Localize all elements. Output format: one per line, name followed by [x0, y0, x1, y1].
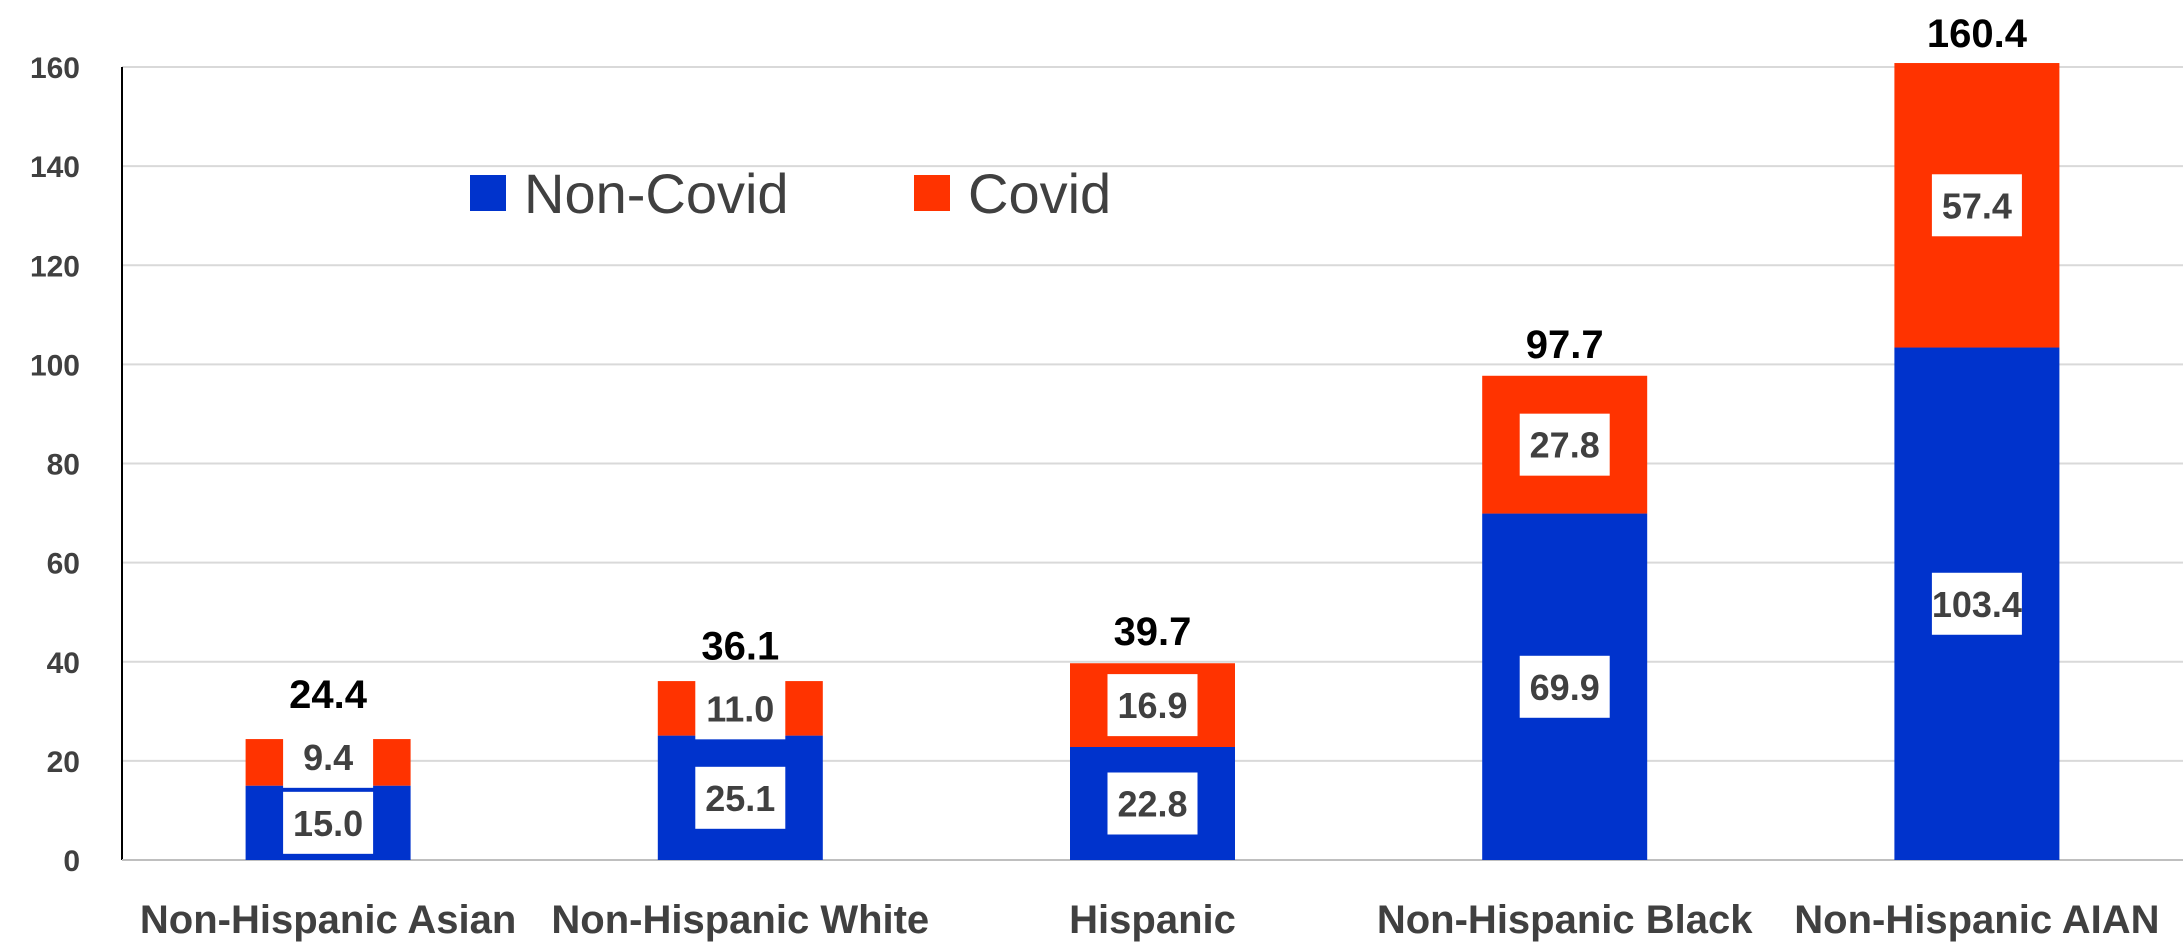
data-labels: 15.0 9.4 24.4 25.1 11.0 36.1 22.8 16.9 39.7 69.9 2…	[283, 12, 2028, 854]
y-tick-label: 40	[47, 647, 80, 680]
category-label: Non-Hispanic Asian	[140, 898, 516, 942]
category-label: Non-Hispanic AIAN	[1794, 898, 2159, 942]
bars	[245, 63, 2060, 860]
total-value-label: 97.7	[1526, 323, 1604, 367]
segment-value-label: 25.1	[705, 778, 775, 819]
category-label: Non-Hispanic White	[551, 898, 929, 942]
total-value-label: 24.4	[289, 673, 368, 717]
segment-value-label: 69.9	[1530, 667, 1600, 708]
legend-swatch	[914, 175, 950, 211]
y-tick-label: 120	[30, 250, 80, 283]
y-tick-label: 60	[47, 548, 80, 581]
segment-value-label: 22.8	[1117, 783, 1187, 824]
segment-value-label: 57.4	[1942, 185, 2012, 226]
y-tick-label: 80	[47, 449, 80, 482]
segment-value-label: 15.0	[293, 803, 363, 844]
legend-swatch	[470, 175, 506, 211]
data-label-box	[283, 791, 374, 854]
total-value-label: 36.1	[701, 624, 779, 668]
category-label: Hispanic	[1069, 898, 1236, 942]
category-label: Non-Hispanic Black	[1377, 898, 1753, 942]
legend: Non-Covid Covid	[470, 162, 1111, 225]
segment-value-label: 11.0	[706, 688, 774, 729]
data-label-box	[1107, 772, 1198, 835]
total-value-label: 160.4	[1927, 12, 2028, 56]
data-label-box	[1519, 655, 1610, 718]
data-label-box	[1107, 674, 1198, 737]
y-tick-label: 160	[30, 52, 80, 85]
y-tick-label: 20	[47, 746, 80, 779]
axes: 0 20 40 60 80 100 120 140 160 Non-Hispanic Asian N…	[30, 52, 2183, 942]
data-label-box	[695, 677, 786, 740]
segment-value-label: 9.4	[303, 737, 353, 778]
gridlines	[122, 66, 2183, 762]
segment-value-label: 103.4	[1932, 584, 2022, 625]
y-tick-label: 140	[30, 151, 80, 184]
y-tick-label: 100	[30, 349, 80, 382]
data-label-box	[1931, 572, 2022, 635]
total-value-label: 39.7	[1114, 610, 1192, 654]
legend-label: Covid	[968, 162, 1111, 225]
segment-value-label: 16.9	[1117, 685, 1187, 726]
segment-value-label: 27.8	[1530, 425, 1600, 466]
data-label-box	[283, 725, 374, 788]
data-label-box	[695, 766, 786, 829]
y-tick-label: 0	[63, 845, 80, 878]
data-label-box	[1931, 174, 2022, 237]
legend-label: Non-Covid	[524, 162, 789, 225]
data-label-box	[1519, 413, 1610, 476]
